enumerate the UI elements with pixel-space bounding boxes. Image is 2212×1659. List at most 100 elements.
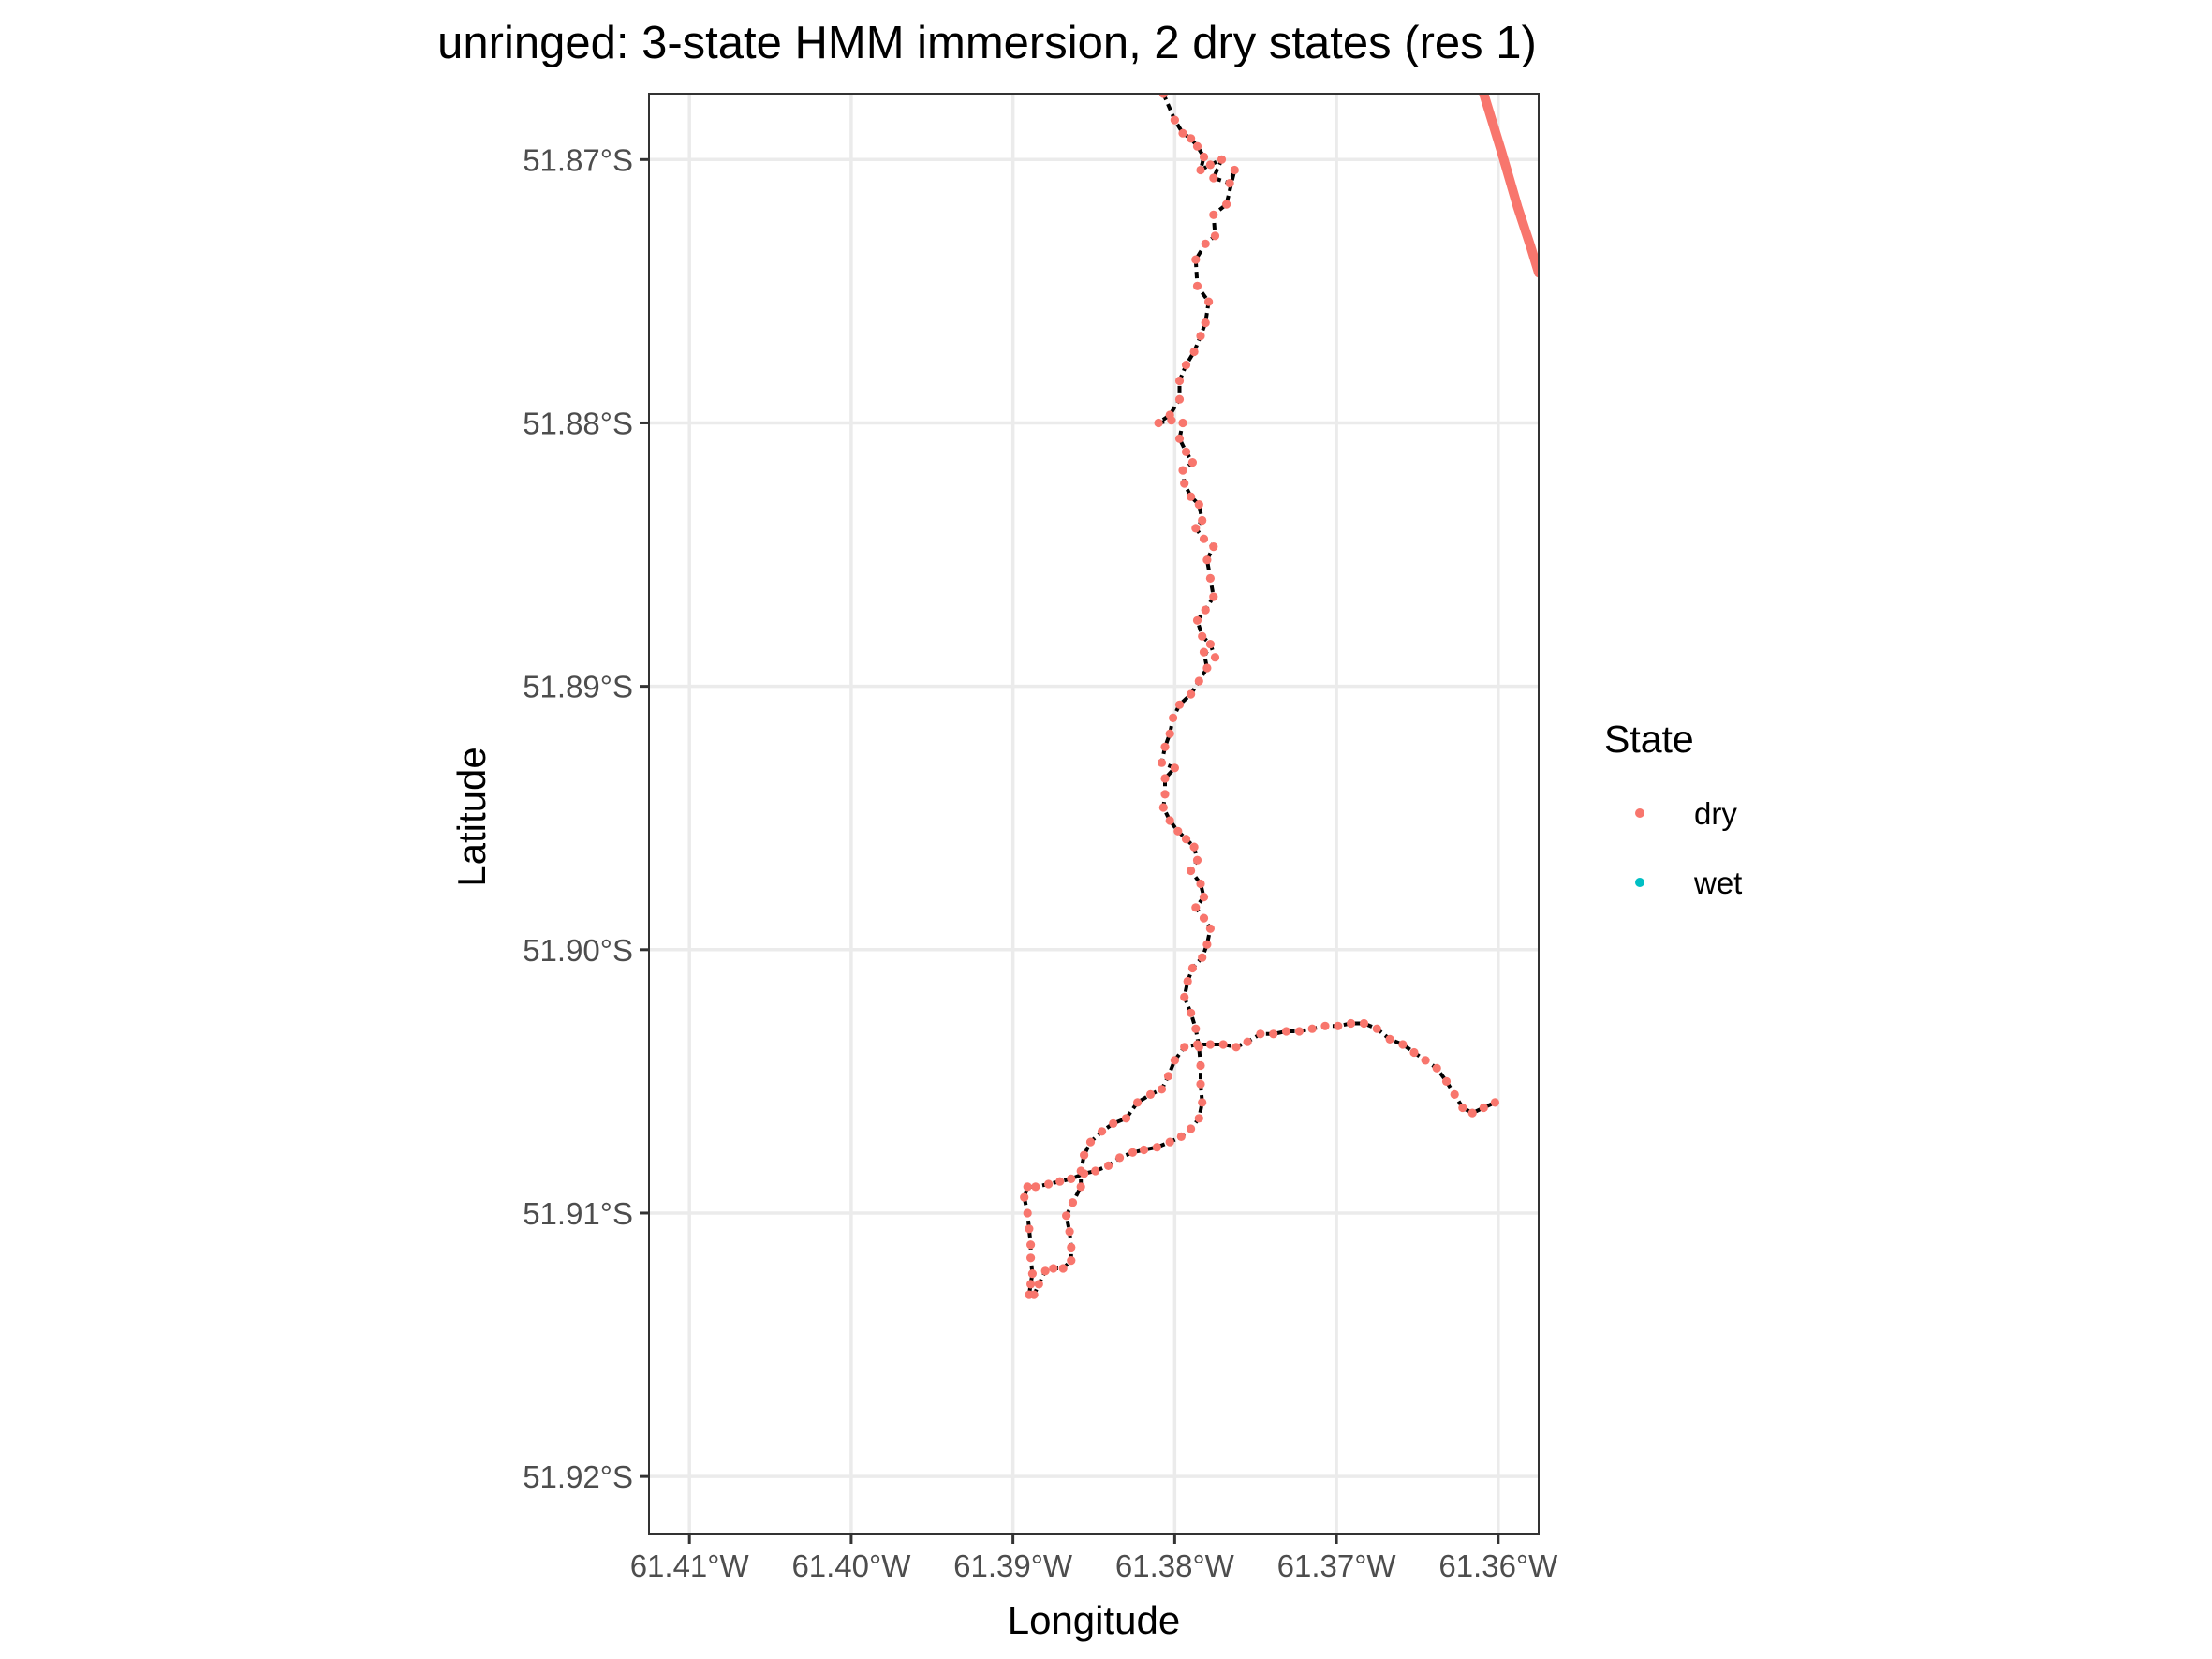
y-tick-label-4: 51.91°S [523, 1196, 633, 1231]
grid [649, 94, 1539, 1534]
point-dry-96 [1044, 1179, 1054, 1189]
point-dry-83 [1194, 1114, 1203, 1123]
x-tick-label-2: 61.39°W [953, 1548, 1073, 1583]
point-dry-46 [1205, 640, 1215, 649]
point-dry-90 [1115, 1153, 1125, 1163]
point-dry-141 [1334, 1021, 1343, 1030]
point-dry-86 [1165, 1137, 1174, 1147]
y-axis: 51.87°S 51.88°S 51.89°S 51.90°S 51.91°S 51.92… [523, 142, 649, 1494]
point-dry-154 [1479, 1103, 1488, 1113]
point-dry-65 [1192, 855, 1202, 865]
point-dry-61 [1165, 816, 1174, 825]
point-dry-135 [1256, 1029, 1265, 1039]
point-dry-47 [1210, 653, 1220, 662]
legend: State dry wet [1604, 718, 1742, 900]
point-dry-112 [1067, 1256, 1076, 1266]
point-dry-144 [1372, 1024, 1381, 1033]
point-dry-73 [1198, 953, 1207, 962]
point-dry-66 [1187, 866, 1196, 876]
point-dry-14 [1210, 231, 1220, 241]
point-dry-36 [1198, 515, 1207, 526]
x-tick-label-1: 61.40°W [791, 1548, 911, 1583]
point-dry-120 [1085, 1137, 1096, 1147]
point-dry-117 [1076, 1182, 1085, 1192]
y-tick-label-1: 51.88°S [523, 406, 633, 440]
point-dry-62 [1173, 826, 1183, 836]
point-dry-67 [1196, 879, 1205, 889]
point-dry-131 [1205, 1040, 1215, 1049]
point-dry-134 [1243, 1037, 1252, 1046]
x-tick-label-3: 61.38°W [1115, 1548, 1235, 1583]
x-tick-label-4: 61.37°W [1277, 1548, 1397, 1583]
point-dry-139 [1307, 1024, 1317, 1033]
point-dry-137 [1281, 1027, 1291, 1036]
legend-label-dry: dry [1694, 796, 1737, 831]
point-dry-104 [1027, 1269, 1037, 1279]
point-dry-97 [1031, 1182, 1040, 1192]
point-dry-122 [1109, 1118, 1118, 1128]
point-dry-30 [1181, 447, 1191, 456]
point-dry-53 [1169, 713, 1178, 723]
point-dry-18 [1204, 297, 1214, 306]
point-dry-21 [1189, 347, 1199, 357]
point-dry-15 [1201, 239, 1210, 248]
track-points-layer [1020, 94, 1539, 1299]
point-dry-27 [1167, 416, 1176, 425]
point-dry-113 [1067, 1242, 1076, 1252]
point-dry-98 [1023, 1182, 1032, 1192]
point-dry-152 [1458, 1103, 1467, 1113]
point-dry-102 [1026, 1240, 1036, 1250]
point-dry-121 [1098, 1127, 1107, 1136]
point-dry-50 [1194, 676, 1203, 686]
y-tick-label-2: 51.89°S [523, 670, 633, 704]
point-dry-109 [1040, 1266, 1050, 1276]
point-dry-72 [1202, 940, 1212, 949]
point-dry-43 [1201, 605, 1210, 615]
point-dry-87 [1152, 1143, 1161, 1152]
point-dry-125 [1145, 1089, 1156, 1099]
point-dry-32 [1178, 466, 1187, 475]
point-dry-75 [1183, 976, 1192, 986]
point-dry-114 [1065, 1227, 1074, 1237]
point-dry-57 [1170, 763, 1179, 773]
point-dry-110 [1049, 1264, 1058, 1273]
point-dry-84 [1187, 1124, 1196, 1133]
point-dry-119 [1080, 1150, 1089, 1160]
point-dry-88 [1139, 1145, 1149, 1155]
point-dry-38 [1199, 534, 1209, 543]
point-dry-82 [1198, 1098, 1207, 1107]
point-dry-138 [1294, 1027, 1304, 1036]
point-dry-52 [1174, 700, 1185, 709]
point-dry-40 [1202, 555, 1212, 565]
point-dry-41 [1205, 573, 1215, 584]
point-dry-108 [1034, 1280, 1043, 1289]
point-dry-16 [1191, 255, 1201, 264]
point-dry-60 [1158, 803, 1168, 812]
point-dry-29 [1174, 434, 1185, 443]
point-dry-31 [1187, 458, 1197, 467]
point-dry-48 [1199, 647, 1209, 657]
point-dry-147 [1409, 1047, 1419, 1058]
point-dry-34 [1187, 492, 1196, 501]
point-dry-6 [1196, 165, 1205, 175]
point-dry-3 [1187, 134, 1196, 143]
point-dry-44 [1192, 615, 1202, 625]
point-dry-153 [1467, 1108, 1477, 1118]
point-dry-19 [1201, 318, 1210, 328]
point-dry-33 [1180, 479, 1189, 488]
point-dry-105 [1026, 1280, 1036, 1289]
point-dry-20 [1196, 332, 1205, 341]
point-dry-71 [1205, 924, 1215, 933]
legend-label-wet: wet [1693, 866, 1742, 900]
point-dry-7 [1205, 160, 1215, 170]
point-dry-94 [1067, 1174, 1076, 1183]
point-dry-91 [1103, 1161, 1113, 1170]
point-dry-37 [1191, 524, 1201, 533]
point-dry-128 [1170, 1056, 1179, 1065]
point-dry-35 [1194, 500, 1203, 510]
x-axis: 61.41°W 61.40°W 61.39°W 61.38°W 61.37°W 61.36… [630, 1534, 1558, 1583]
point-dry-132 [1218, 1040, 1228, 1049]
point-dry-103 [1026, 1253, 1036, 1263]
point-dry-26 [1154, 418, 1163, 428]
